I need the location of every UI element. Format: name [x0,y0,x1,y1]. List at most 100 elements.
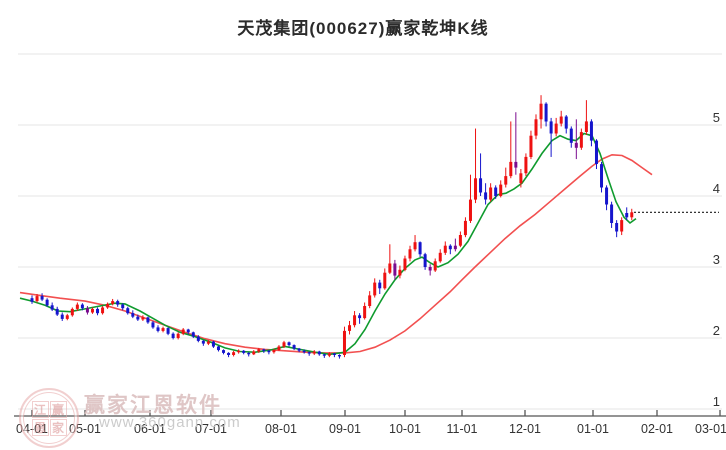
x-axis-label: 07-01 [195,422,227,436]
candle-body [312,351,316,354]
x-axis-label: 04-01 [16,422,48,436]
candle-body [615,223,619,232]
x-axis-label: 05-01 [69,422,101,436]
candle-body [65,315,69,319]
candle-body [589,121,593,141]
candle-body [70,308,74,316]
y-axis-label: 1 [713,394,720,409]
x-axis-label: 02-01 [641,422,673,436]
candle-body [176,333,180,338]
candle-body [509,161,513,177]
candle-body [272,350,276,353]
candle-body [216,346,220,351]
candle-body [529,135,533,157]
candle-body [574,142,578,148]
candle-body [610,204,614,223]
candle-body [201,340,205,344]
candle-body [514,161,518,168]
candle-body [398,269,402,276]
candle-body [191,332,195,337]
candle-body [428,267,432,271]
candle-body [206,341,210,344]
candle-body [403,258,407,270]
candle-body [181,329,185,334]
y-axis-label: 5 [713,110,720,125]
candle-body [262,349,266,351]
candle-body [287,342,291,346]
candle-body [544,103,548,122]
candle-body [549,121,553,134]
candle-body [131,313,135,317]
candle-body [337,355,341,357]
candle-body [126,308,130,314]
candle-body [519,173,523,184]
candle-body [499,184,503,196]
candle-body [237,350,241,353]
y-axis-label: 4 [713,181,720,196]
candle-body [388,263,392,273]
candle-body [227,352,231,355]
candle-body [524,156,528,174]
candle-body [247,352,251,355]
candle-body [156,327,160,331]
candle-body [625,213,629,218]
candle-body [80,304,84,309]
candle-body [468,199,472,221]
candle-body [222,350,226,353]
candle-body [484,192,488,200]
candle-body [600,164,604,188]
candle-body [96,308,100,314]
ma-long-line [19,153,653,354]
candle-body [539,103,543,120]
candle-body [60,314,64,319]
candle-body [50,305,54,310]
candle-body [363,306,367,319]
candle-body [433,261,437,271]
candle-body [423,254,427,267]
candle-body [111,301,115,304]
candle-body [136,316,140,320]
candle-body [297,348,301,351]
candle-body [479,178,483,193]
candle-body [151,322,155,328]
x-axis-label: 11-01 [446,422,477,436]
candle-body [453,245,457,250]
candle-body [277,346,281,351]
candle-body [358,315,362,319]
candle-body [448,245,452,250]
candle-body [342,330,346,355]
candle-body [564,116,568,129]
candle-body [282,342,286,347]
candle-body [75,304,79,309]
candle-body [383,272,387,289]
x-axis-label: 08-01 [265,422,297,436]
candle-body [232,352,236,355]
x-axis-label: 01-01 [577,422,609,436]
candle-body [327,353,331,356]
candle-body [146,317,150,323]
candle-body [186,329,190,333]
candle-body [141,317,145,320]
candle-body [166,328,170,334]
candle-body [605,187,609,205]
candle-body [579,132,583,148]
candle-body [504,176,508,185]
candle-body [267,350,271,353]
candle-body [322,354,326,356]
candle-body [40,296,44,300]
candle-body [348,325,352,331]
x-axis-label: 03-01 [695,422,726,436]
candle-body [494,187,498,196]
candle-body [413,242,417,250]
candle-body [90,308,94,313]
candle-body [171,333,175,338]
candle-body [353,315,357,326]
candle-body [317,351,321,355]
candle-body [534,119,538,136]
candle-body [378,282,382,289]
chart-title: 天茂集团(000627)赢家乾坤K线 [237,19,489,38]
candle-body [242,350,246,353]
y-axis-label: 3 [713,252,720,267]
candle-body [257,349,261,352]
